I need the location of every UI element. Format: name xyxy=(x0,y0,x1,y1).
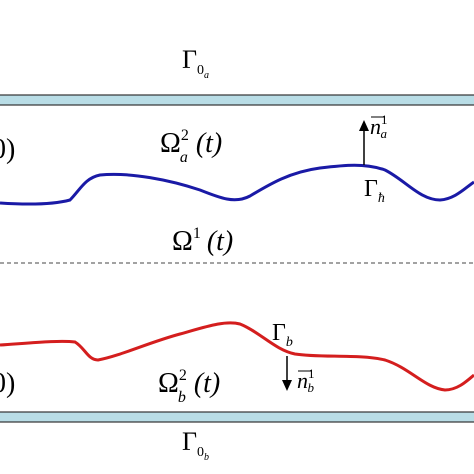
label-part: (t) xyxy=(207,226,233,257)
label-part: 2 xyxy=(181,127,189,144)
label-part: Ω xyxy=(160,128,181,159)
label-part: a xyxy=(180,149,188,166)
label-part: Γ xyxy=(272,320,286,346)
label-part: 1 xyxy=(381,112,388,127)
label-part: b xyxy=(286,335,293,350)
label-part: n xyxy=(297,368,308,393)
label-part: b xyxy=(204,452,209,463)
label-part: 0 xyxy=(197,445,204,460)
arrow-head xyxy=(359,120,369,131)
label-omega-1: Ω1 (t) xyxy=(172,225,233,257)
label-part: Ω xyxy=(158,368,179,399)
label-normal-b: n1 b xyxy=(297,366,315,395)
label-part: a xyxy=(204,70,209,81)
label-omega-b: Ω2 b (t) xyxy=(158,367,220,406)
label-part: (t) xyxy=(196,128,222,159)
label-part: Γ xyxy=(364,176,378,202)
label-left-top: 0) xyxy=(0,134,15,165)
label-omega-a: Ω2 a (t) xyxy=(160,127,222,166)
bottom-plate xyxy=(0,411,474,423)
label-part: 2 xyxy=(179,367,187,384)
label-part: 1 xyxy=(193,225,201,242)
arrow-head xyxy=(282,380,292,391)
interface-b xyxy=(0,321,474,392)
label-part: b xyxy=(178,389,186,406)
label-part: Γ xyxy=(182,45,197,74)
label-part: b xyxy=(308,380,315,395)
label-gamma-h: Γħ xyxy=(364,176,385,206)
label-gamma-0b: Γ0b xyxy=(182,427,209,463)
label-normal-a: n1 a xyxy=(370,112,388,141)
label-part: 0 xyxy=(197,63,204,78)
label-part: Γ xyxy=(182,427,197,456)
label-gamma-b: Γb xyxy=(272,320,293,350)
label-left-bottom: 0) xyxy=(0,368,15,399)
label-part: 1 xyxy=(308,366,315,381)
label-part: ħ xyxy=(378,191,385,206)
interface-a xyxy=(0,163,474,206)
label-part: a xyxy=(381,126,388,141)
label-part: (t) xyxy=(194,368,220,399)
label-gamma-0a: Γ0a xyxy=(182,45,209,81)
label-part: Ω xyxy=(172,226,193,257)
label-part: n xyxy=(370,114,381,139)
top-plate xyxy=(0,94,474,106)
